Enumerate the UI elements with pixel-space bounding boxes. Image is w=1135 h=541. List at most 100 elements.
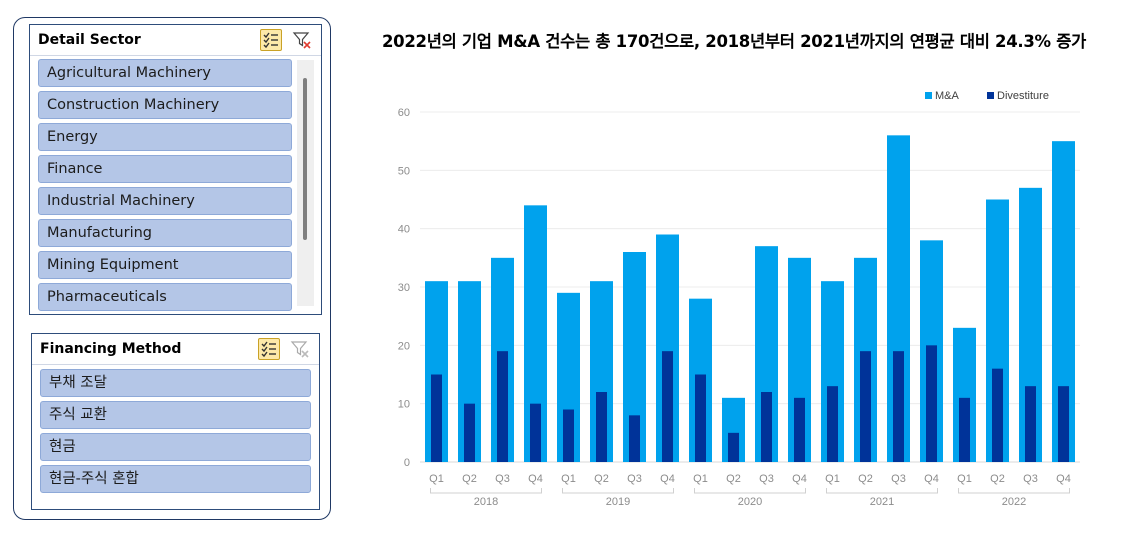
- bar-divestiture: [629, 415, 640, 462]
- chart-title: 2022년의 기업 M&A 건수는 총 170건으로, 2018년부터 2021…: [382, 32, 1086, 51]
- x-tick-label: Q2: [990, 473, 1005, 485]
- bar-divestiture: [860, 351, 871, 462]
- group-bracket: [430, 488, 542, 494]
- bar-divestiture: [728, 432, 739, 462]
- bar-divestiture: [563, 409, 574, 462]
- bar-ma: [722, 397, 745, 462]
- x-tick-label: Q3: [1023, 473, 1038, 485]
- slicer-scrollbar[interactable]: [297, 60, 314, 306]
- bar-divestiture: [662, 351, 673, 462]
- ma-bar-chart: 0 10 20 30 40 50 60 Q1 Q2 Q3 Q4 Q1 Q2 Q3 Q4 Q1 Q2 Q3 Q4 Q1 Q…: [398, 90, 1080, 508]
- x-tick-label: Q3: [891, 473, 906, 485]
- x-tick-label: Q2: [726, 473, 741, 485]
- slicer-item-cash[interactable]: 현금: [40, 433, 311, 461]
- legend-swatch-divestiture: [987, 92, 994, 99]
- bar-ma: [656, 234, 679, 462]
- y-tick-label: 40: [398, 224, 410, 236]
- slicer-item-stock-swap[interactable]: 주식 교환: [40, 401, 311, 429]
- multi-select-icon[interactable]: [258, 338, 280, 360]
- x-tick-label: Q4: [1056, 473, 1071, 485]
- bar-divestiture: [464, 403, 475, 462]
- bar-divestiture: [1025, 386, 1036, 462]
- x-tick-label: Q1: [561, 473, 576, 485]
- slicer-item-agricultural-machinery[interactable]: Agricultural Machinery: [38, 59, 292, 87]
- x-tick-label: Q4: [792, 473, 807, 485]
- slicer-title: Financing Method: [40, 341, 182, 357]
- legend-swatch-ma: [925, 92, 932, 99]
- bar-ma: [1019, 187, 1042, 462]
- x-tick-label: Q1: [825, 473, 840, 485]
- x-tick-label: Q2: [594, 473, 609, 485]
- y-tick-label: 50: [398, 165, 410, 177]
- bar-ma: [557, 292, 580, 462]
- y-tick-label: 20: [398, 340, 410, 352]
- year-group-label: 2018: [474, 496, 498, 508]
- bar-ma: [425, 281, 448, 462]
- x-tick-label: Q1: [429, 473, 444, 485]
- bar-divestiture: [1058, 386, 1069, 462]
- y-tick-label: 60: [398, 107, 410, 119]
- group-bracket: [826, 488, 938, 494]
- detail-sector-slicer: Detail Sector Agricultural Machinery Con…: [29, 24, 322, 315]
- slicer-item-pharmaceuticals[interactable]: Pharmaceuticals: [38, 283, 292, 311]
- x-tick-label: Q2: [858, 473, 873, 485]
- y-tick-label: 30: [398, 282, 410, 294]
- clear-filter-icon[interactable]: [291, 29, 313, 51]
- slicer-item-cash-stock-mix[interactable]: 현금-주식 혼합: [40, 465, 311, 493]
- bar-divestiture: [992, 368, 1003, 462]
- bar-divestiture: [827, 386, 838, 462]
- bar-divestiture: [959, 397, 970, 462]
- bar-ma: [458, 281, 481, 462]
- bar-divestiture: [497, 351, 508, 462]
- bar-ma: [590, 281, 613, 462]
- bar-ma: [623, 252, 646, 462]
- legend-label-divestiture: Divestiture: [997, 90, 1049, 102]
- slicer-items: Agricultural Machinery Construction Mach…: [30, 57, 321, 314]
- bar-divestiture: [761, 392, 772, 462]
- year-group-label: 2019: [606, 496, 630, 508]
- year-group-label: 2022: [1002, 496, 1026, 508]
- slicer-header: Detail Sector: [30, 25, 321, 56]
- group-bracket: [694, 488, 806, 494]
- x-tick-label: Q3: [759, 473, 774, 485]
- multi-select-icon[interactable]: [260, 29, 282, 51]
- bar-ma: [986, 199, 1009, 462]
- x-tick-label: Q4: [528, 473, 543, 485]
- financing-method-slicer: Financing Method 부채 조달 주식 교환 현금 현금-주식 혼합: [31, 333, 320, 510]
- bar-ma: [788, 257, 811, 462]
- bar-ma: [1052, 141, 1075, 462]
- x-tick-label: Q1: [957, 473, 972, 485]
- slicer-item-finance[interactable]: Finance: [38, 155, 292, 183]
- slicer-item-manufacturing[interactable]: Manufacturing: [38, 219, 292, 247]
- x-tick-label: Q1: [693, 473, 708, 485]
- slicer-item-debt[interactable]: 부채 조달: [40, 369, 311, 397]
- slicer-item-construction-machinery[interactable]: Construction Machinery: [38, 91, 292, 119]
- slicer-item-mining-equipment[interactable]: Mining Equipment: [38, 251, 292, 279]
- x-tick-label: Q3: [627, 473, 642, 485]
- bar-divestiture: [926, 345, 937, 462]
- slicer-title: Detail Sector: [38, 32, 141, 48]
- legend-label-ma: M&A: [935, 90, 960, 102]
- bar-divestiture: [695, 374, 706, 462]
- y-tick-label: 0: [404, 457, 410, 469]
- x-tick-label: Q3: [495, 473, 510, 485]
- clear-filter-icon[interactable]: [289, 338, 311, 360]
- slicer-header: Financing Method: [32, 334, 319, 365]
- x-tick-label: Q2: [462, 473, 477, 485]
- year-group-label: 2020: [738, 496, 762, 508]
- bar-ma: [821, 281, 844, 462]
- slicer-item-industrial-machinery[interactable]: Industrial Machinery: [38, 187, 292, 215]
- y-tick-label: 10: [398, 399, 410, 411]
- group-bracket: [562, 488, 674, 494]
- bar-divestiture: [893, 351, 904, 462]
- group-bracket: [958, 488, 1070, 494]
- scrollbar-thumb[interactable]: [303, 78, 307, 240]
- bar-divestiture: [530, 403, 541, 462]
- bar-divestiture: [794, 397, 805, 462]
- x-tick-label: Q4: [660, 473, 675, 485]
- bar-ma: [755, 246, 778, 462]
- bar-divestiture: [431, 374, 442, 462]
- slicer-items: 부채 조달 주식 교환 현금 현금-주식 혼합: [32, 366, 319, 509]
- slicer-item-energy[interactable]: Energy: [38, 123, 292, 151]
- bar-divestiture: [596, 392, 607, 462]
